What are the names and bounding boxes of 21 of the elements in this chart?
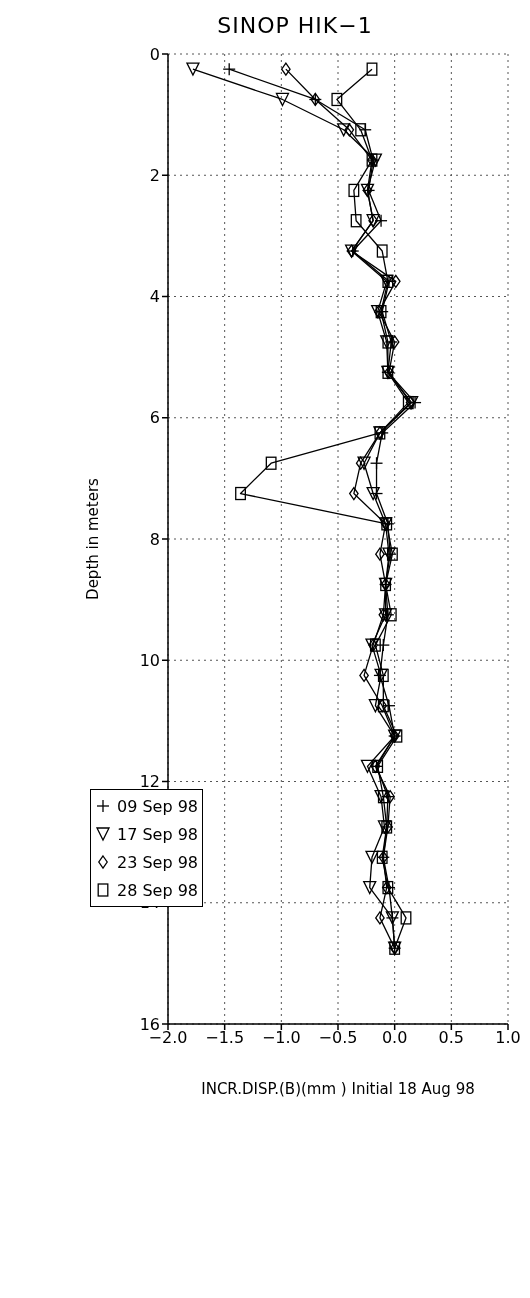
- chart-title: SINOP HIK−1: [216, 12, 374, 40]
- x-tick-label: −1.0: [261, 1028, 301, 1048]
- x-tick-label: −0.5: [318, 1028, 358, 1048]
- y-tick-label: 12: [139, 772, 160, 792]
- x-axis-title: INCR.DISP.(B)(mm ) Initial 18 Aug 98: [201, 1080, 475, 1098]
- legend-label: 17 Sep 98: [117, 824, 199, 844]
- y-tick-label: 0: [149, 44, 160, 64]
- y-tick-label: 4: [149, 287, 160, 307]
- legend-label: 23 Sep 98: [117, 852, 199, 872]
- y-tick-label: 6: [149, 408, 160, 428]
- x-tick-label: 0.0: [381, 1028, 408, 1048]
- y-tick-label: 10: [139, 650, 160, 670]
- x-tick-label: 1.0: [495, 1028, 521, 1048]
- y-tick-label: 16: [139, 1014, 160, 1034]
- y-axis-title: Depth in meters: [84, 477, 103, 600]
- legend-label: 28 Sep 98: [117, 880, 199, 900]
- legend-label: 09 Sep 98: [117, 796, 199, 816]
- y-tick-label: 2: [149, 165, 160, 185]
- x-tick-label: −1.5: [205, 1028, 245, 1048]
- y-tick-label: 8: [149, 529, 160, 549]
- x-tick-label: 0.5: [438, 1028, 465, 1048]
